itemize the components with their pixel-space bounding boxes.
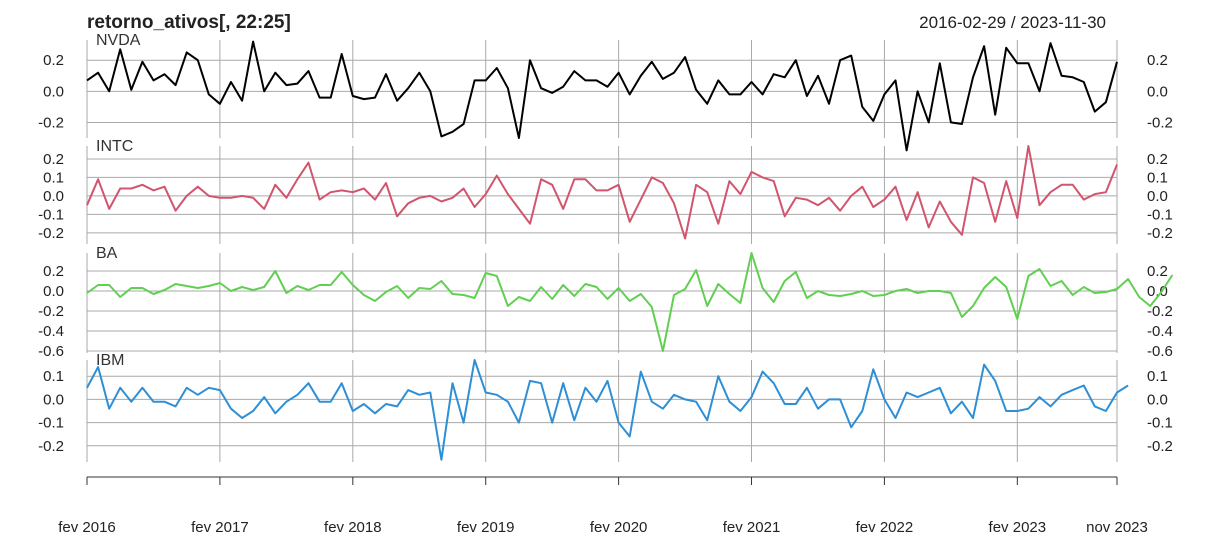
- y-tick-label-left: 0.2: [43, 151, 64, 168]
- x-tick-label: nov 2023: [1086, 519, 1148, 536]
- date-range-label: 2016-02-29 / 2023-11-30: [919, 13, 1106, 32]
- x-tick-label: fev 2016: [58, 519, 116, 536]
- x-axis: fev 2016 fev 2017 fev 2018 fev 2019 fev 2020…: [58, 476, 1148, 536]
- y-tick-label-left: 0.1: [43, 368, 64, 385]
- y-tick-label-left: -0.1: [38, 206, 64, 223]
- y-tick-label-right: 0.2: [1147, 151, 1168, 168]
- y-tick-label-left: 0.2: [43, 263, 64, 280]
- series-line-ibm: [86, 359, 1129, 461]
- y-tick-label-right: 0.0: [1147, 188, 1168, 205]
- panel-ba: -0.6 -0.6 -0.4 -0.4 -0.2 -0.2 0.0 0.0 0.2 0.2 BA: [38, 245, 1174, 360]
- y-tick-label-left: -0.2: [38, 438, 64, 455]
- x-tick-label: fev 2020: [590, 519, 648, 536]
- y-tick-label-right: -0.1: [1147, 415, 1173, 432]
- y-tick-label-right: 0.2: [1147, 263, 1168, 280]
- grid-layer: [86, 40, 1118, 462]
- y-tick-label-right: -0.1: [1147, 206, 1173, 223]
- y-tick-label-left: 0.1: [43, 169, 64, 186]
- series-line-nvda: [86, 40, 1118, 152]
- panel-label-intc: INTC: [96, 138, 133, 155]
- x-tick-label: fev 2022: [856, 519, 914, 536]
- y-tick-label-right: -0.2: [1147, 225, 1173, 242]
- x-tick-label: fev 2019: [457, 519, 515, 536]
- y-tick-label-left: 0.0: [43, 188, 64, 205]
- y-tick-label-right: 0.0: [1147, 83, 1168, 100]
- y-tick-label-right: -0.4: [1147, 323, 1173, 340]
- panel-label-ba: BA: [96, 245, 118, 262]
- y-tick-label-left: -0.1: [38, 415, 64, 432]
- panel-nvda: -0.2 -0.2 0.0 0.0 0.2 0.2 NVDA: [38, 32, 1173, 152]
- panel-ibm: -0.2 -0.2 -0.1 -0.1 0.0 0.0 0.1 0.1 IBM: [38, 352, 1173, 461]
- series-line-intc: [86, 145, 1118, 240]
- y-tick-label-right: -0.6: [1147, 343, 1173, 360]
- y-tick-label-left: 0.2: [43, 52, 64, 69]
- y-tick-label-right: 0.0: [1147, 283, 1168, 300]
- y-tick-label-left: -0.2: [38, 303, 64, 320]
- y-tick-label-left: 0.0: [43, 283, 64, 300]
- y-tick-label-right: -0.2: [1147, 114, 1173, 131]
- y-tick-label-left: 0.0: [43, 83, 64, 100]
- panels-layer: -0.2 -0.2 0.0 0.0 0.2 0.2 NVDA -0.2 -0.2 -0.1 -0.1…: [38, 32, 1174, 461]
- chart-title: retorno_ativos[, 22:25]: [87, 12, 291, 33]
- y-tick-label-left: -0.2: [38, 225, 64, 242]
- panel-label-nvda: NVDA: [96, 32, 141, 49]
- x-tick-label: fev 2017: [191, 519, 249, 536]
- y-tick-label-right: 0.1: [1147, 368, 1168, 385]
- y-tick-label-left: -0.2: [38, 114, 64, 131]
- series-line-ba: [86, 252, 1174, 352]
- y-tick-label-right: 0.1: [1147, 169, 1168, 186]
- y-tick-label-right: 0.2: [1147, 52, 1168, 69]
- y-tick-label-right: -0.2: [1147, 438, 1173, 455]
- panel-label-ibm: IBM: [96, 352, 124, 369]
- y-tick-label-right: 0.0: [1147, 391, 1168, 408]
- y-tick-label-left: 0.0: [43, 391, 64, 408]
- y-tick-label-right: -0.2: [1147, 303, 1173, 320]
- x-tick-label: fev 2021: [723, 519, 781, 536]
- x-tick-label: fev 2023: [989, 519, 1047, 536]
- y-tick-label-left: -0.4: [38, 323, 64, 340]
- x-tick-label: fev 2018: [324, 519, 382, 536]
- y-tick-label-left: -0.6: [38, 343, 64, 360]
